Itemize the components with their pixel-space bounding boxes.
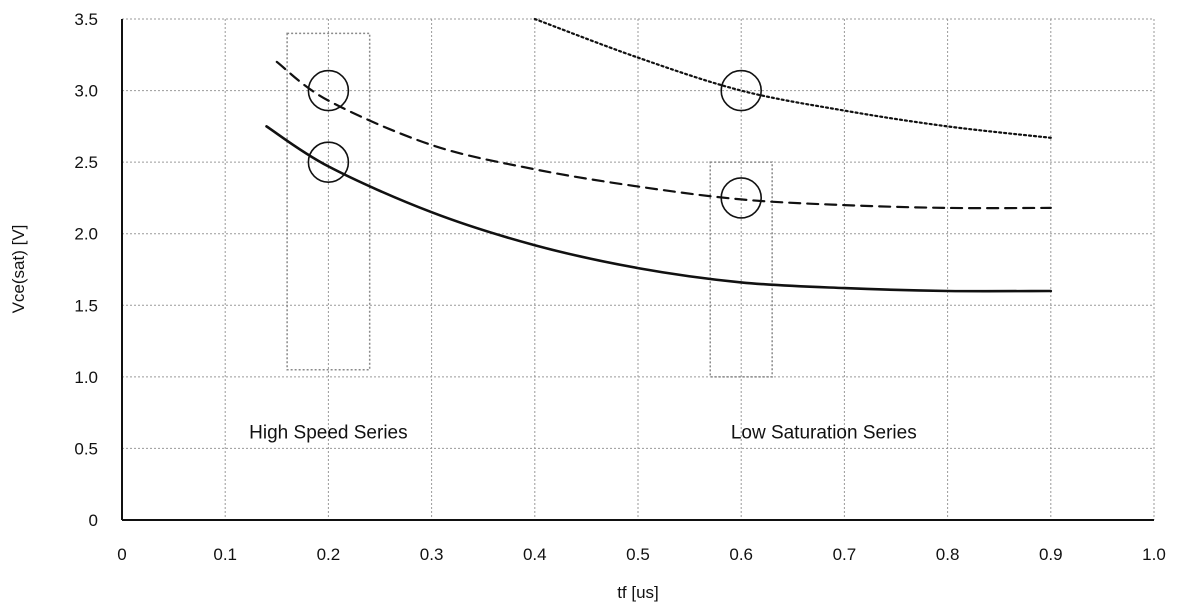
grid-lines bbox=[122, 18, 1155, 520]
annotations: High Speed Series Low Saturation Series bbox=[249, 422, 917, 443]
y-tick-label: 1.0 bbox=[74, 368, 98, 387]
x-tick-label: 0 bbox=[117, 545, 126, 564]
x-axis-label: tf [us] bbox=[617, 583, 659, 602]
y-tick-label: 2.5 bbox=[74, 153, 98, 172]
series-line-dashed bbox=[275, 60, 1052, 210]
series-line-dotted bbox=[533, 17, 1052, 139]
series-lines bbox=[265, 17, 1053, 293]
circle-marker bbox=[720, 69, 763, 112]
circle-marker bbox=[720, 177, 763, 219]
x-tick-label: 0.6 bbox=[729, 545, 753, 564]
x-tick-label: 0.8 bbox=[936, 545, 960, 564]
y-axis-label: Vce(sat) [V] bbox=[9, 225, 28, 314]
highlight-region bbox=[286, 32, 371, 371]
y-tick-label: 2.0 bbox=[74, 225, 98, 244]
x-tick-label: 0.7 bbox=[833, 545, 857, 564]
x-tick-label: 0.9 bbox=[1039, 545, 1063, 564]
circle-marker bbox=[307, 141, 350, 183]
x-tick-label: 0.2 bbox=[317, 545, 341, 564]
circle-marker bbox=[307, 69, 350, 112]
series-line-solid bbox=[265, 125, 1053, 293]
y-tick-label: 0.5 bbox=[74, 439, 98, 458]
highlight-region bbox=[709, 161, 773, 378]
annotation-label: Low Saturation Series bbox=[731, 422, 917, 443]
x-tick-label: 0.3 bbox=[420, 545, 444, 564]
x-tick-label: 0.1 bbox=[213, 545, 237, 564]
highlight-regions bbox=[286, 32, 773, 378]
x-tick-label: 0.5 bbox=[626, 545, 650, 564]
x-tick-label: 0.4 bbox=[523, 545, 547, 564]
y-tick-label: 0 bbox=[89, 511, 98, 530]
y-tick-label: 3.5 bbox=[74, 10, 98, 29]
annotation-label: High Speed Series bbox=[249, 422, 407, 443]
y-tick-label: 3.0 bbox=[74, 82, 98, 101]
y-tick-label: 1.5 bbox=[74, 296, 98, 315]
y-tick-labels: 0 0.5 1.0 1.5 2.0 2.5 3.0 3.5 bbox=[74, 10, 98, 530]
x-tick-labels: 0 0.1 0.2 0.3 0.4 0.5 0.6 0.7 0.8 0.9 1.0 bbox=[117, 545, 1166, 564]
x-tick-label: 1.0 bbox=[1142, 545, 1166, 564]
circle-markers bbox=[307, 69, 763, 219]
